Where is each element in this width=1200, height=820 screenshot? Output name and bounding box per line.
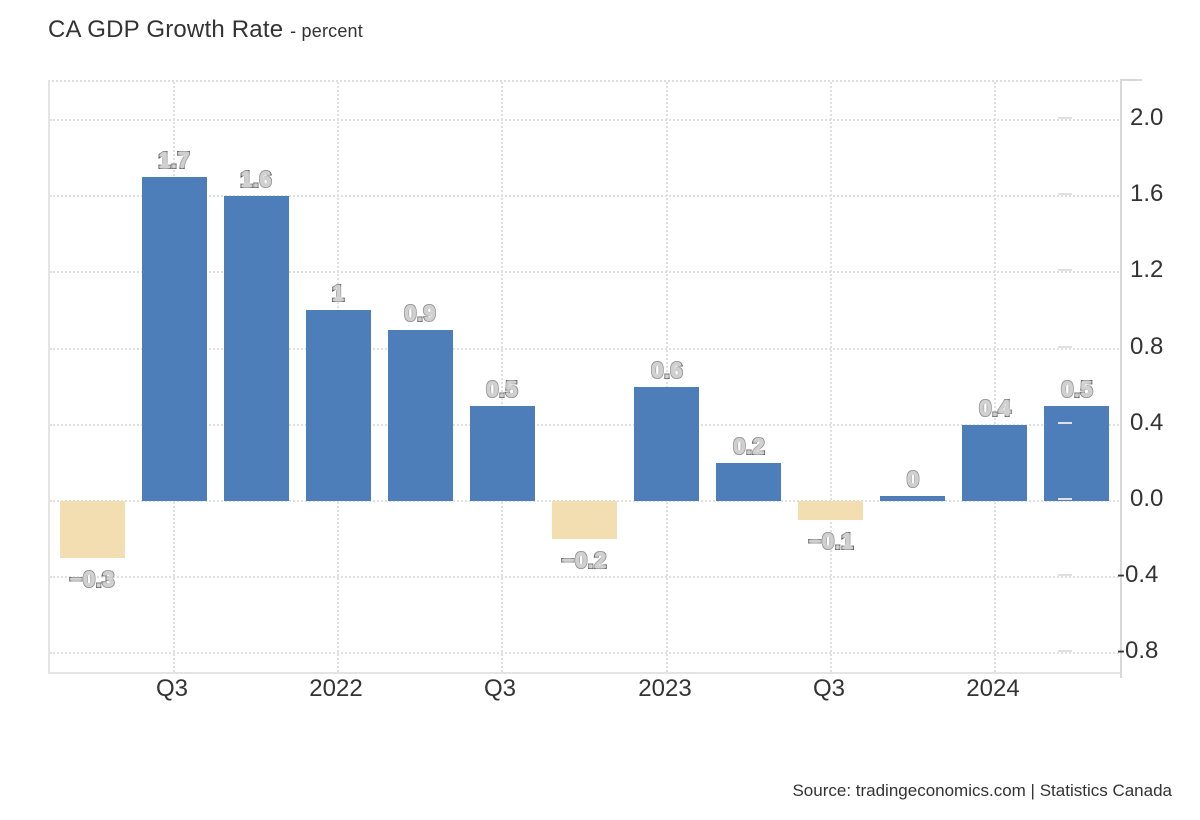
bar-7[interactable]	[634, 387, 699, 501]
plot-area: −0.3 1.7 1.6 1 0.9 0.5 −0.2 0.6 0.2 −0.1 0 0.4 0.5	[48, 80, 1122, 674]
bar-11[interactable]	[962, 425, 1027, 501]
gridline-horizontal	[50, 348, 1122, 350]
x-tick-label: Q3	[483, 675, 516, 702]
gridline-vertical	[994, 82, 996, 672]
gridline-horizontal	[50, 652, 1122, 654]
y-axis-tick	[1058, 346, 1072, 348]
gridline-horizontal	[50, 119, 1122, 121]
chart-title: CA GDP Growth Rate - percent	[48, 16, 363, 44]
y-tick-label: 0.4	[1130, 409, 1164, 436]
gridline-vertical	[830, 82, 832, 672]
y-tick-label: -0.4	[1117, 561, 1159, 588]
bar-value-label: 0.9	[403, 299, 437, 327]
gridline-horizontal	[50, 271, 1122, 273]
gridline-vertical	[501, 82, 503, 672]
chart-title-text: CA GDP Growth Rate	[48, 16, 284, 43]
y-axis-tick	[1058, 498, 1072, 500]
x-tick-label: Q3	[812, 675, 845, 702]
x-tick-label: 2023	[638, 675, 692, 702]
bar-12[interactable]	[1044, 406, 1109, 501]
bar-value-label: −0.3	[68, 565, 115, 593]
bar-1[interactable]	[142, 177, 207, 501]
gridline-horizontal	[50, 576, 1122, 578]
y-tick-label: 0.0	[1130, 485, 1164, 512]
x-tick-label: Q3	[155, 675, 188, 702]
gridline-vertical	[666, 82, 668, 672]
bar-3[interactable]	[306, 310, 371, 501]
bar-value-label: 1	[331, 279, 346, 307]
bar-4[interactable]	[388, 330, 453, 501]
bar-0[interactable]	[60, 501, 125, 558]
bar-value-label: 0.4	[978, 394, 1012, 422]
bar-value-label: 1.6	[239, 165, 273, 193]
bar-value-label: 0.5	[1060, 375, 1094, 403]
bar-10[interactable]	[880, 496, 945, 501]
y-tick-label: 2.0	[1130, 104, 1164, 131]
bar-value-label: 0.6	[650, 356, 684, 384]
bar-value-label: 0.2	[732, 432, 766, 460]
bar-6[interactable]	[552, 501, 617, 539]
x-tick-label: 2022	[309, 675, 363, 702]
gridline-horizontal	[50, 195, 1122, 197]
gridline-horizontal	[50, 424, 1122, 426]
y-tick-label: -0.8	[1117, 637, 1159, 664]
y-axis-line	[1120, 80, 1122, 678]
y-axis-tick	[1058, 269, 1072, 271]
y-axis-tick	[1058, 574, 1072, 576]
y-tick-label: 0.8	[1130, 333, 1164, 360]
bar-value-label: −0.2	[560, 546, 607, 574]
y-axis-tick	[1058, 650, 1072, 652]
bar-5[interactable]	[470, 406, 535, 501]
y-tick-label: 1.6	[1130, 180, 1164, 207]
y-axis-top-tick	[1120, 79, 1142, 81]
y-tick-label: 1.2	[1130, 256, 1164, 283]
bar-8[interactable]	[716, 463, 781, 501]
chart-subtitle: - percent	[290, 21, 363, 41]
bar-value-label: 0.5	[485, 375, 519, 403]
bar-value-label: 0	[906, 465, 921, 493]
bar-value-label: −0.1	[807, 527, 854, 555]
bar-2[interactable]	[224, 196, 289, 501]
y-axis-tick	[1058, 117, 1072, 119]
bar-value-label: 1.7	[157, 146, 191, 174]
bar-9[interactable]	[798, 501, 863, 520]
y-axis-tick	[1058, 422, 1072, 424]
x-tick-label: 2024	[966, 675, 1020, 702]
y-axis-tick	[1058, 193, 1072, 195]
source-attribution: Source: tradingeconomics.com | Statistic…	[792, 781, 1172, 800]
